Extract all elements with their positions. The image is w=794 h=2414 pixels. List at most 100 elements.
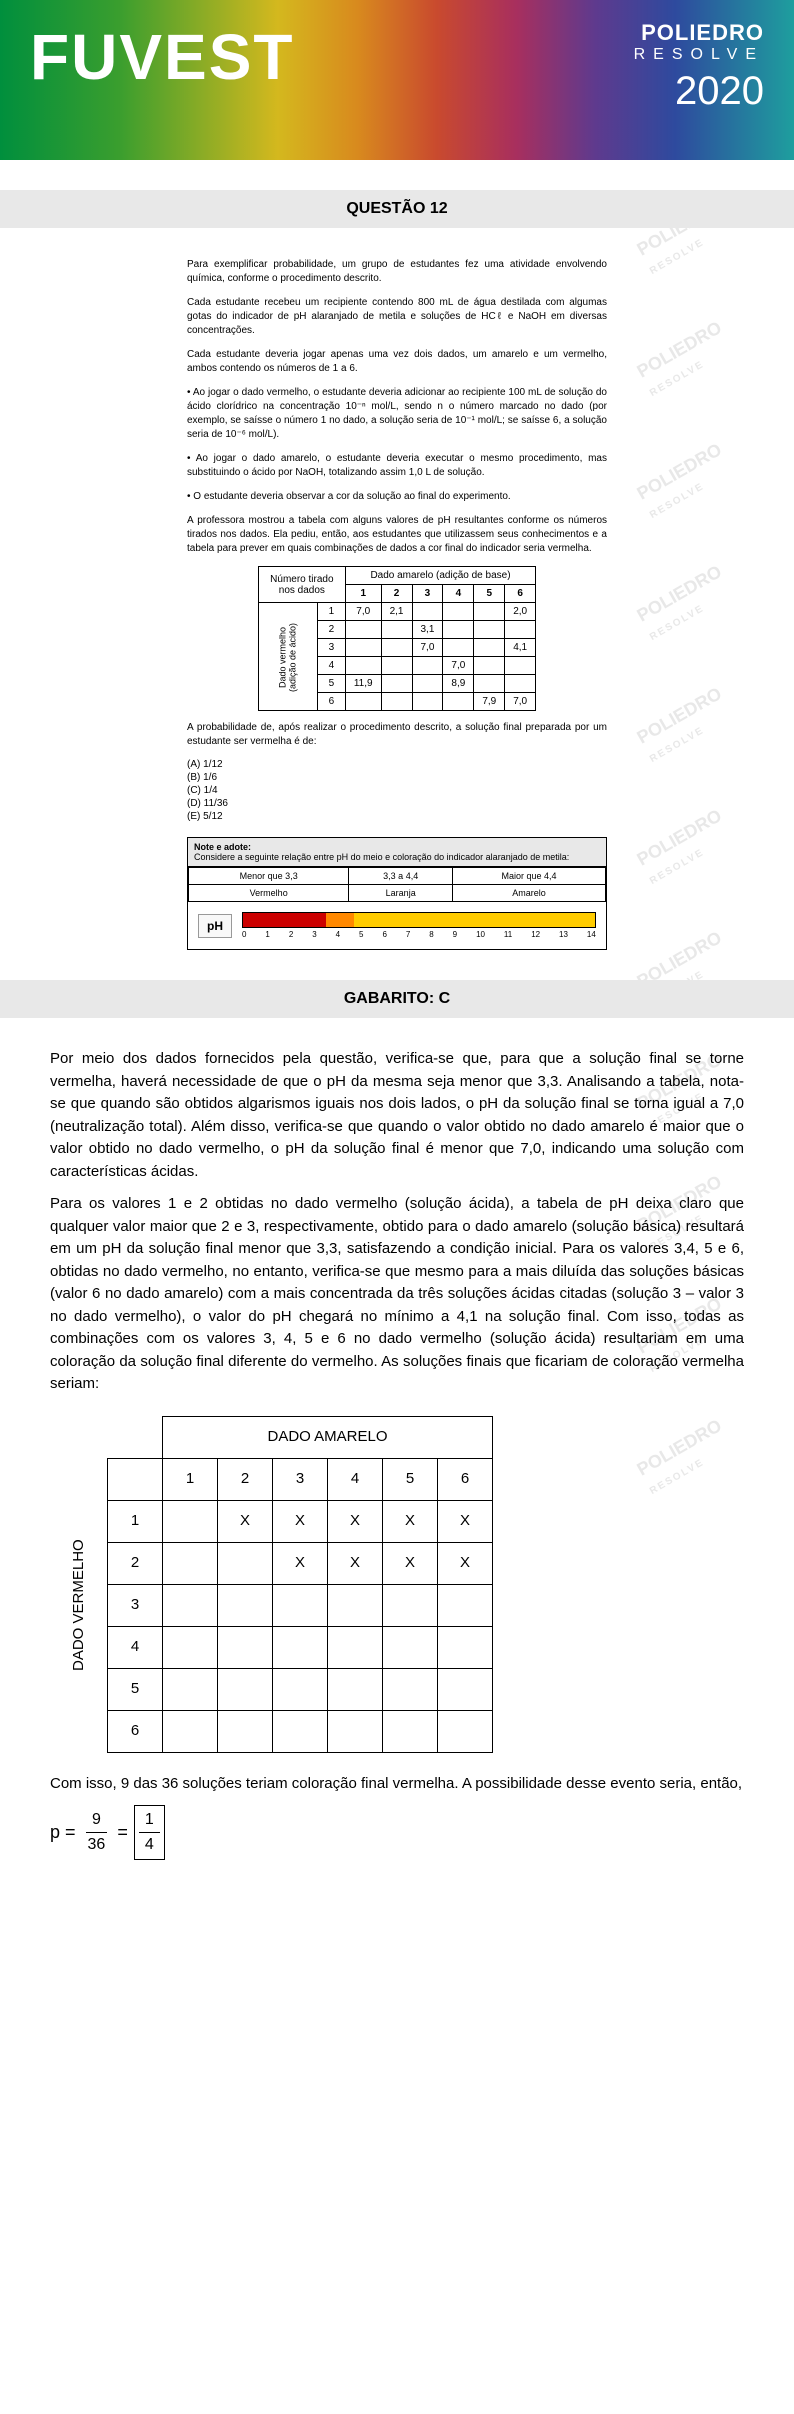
ans-cell [328, 1584, 383, 1626]
table-cell [474, 639, 505, 657]
table-cell [345, 657, 381, 675]
ans-cell [383, 1668, 438, 1710]
table-cell: 8,9 [443, 675, 474, 693]
table-cell [412, 693, 443, 711]
table-cell: 7,0 [443, 657, 474, 675]
equals: = [117, 1819, 128, 1846]
ans-cell [163, 1542, 218, 1584]
ans-cell [273, 1668, 328, 1710]
table-cell: 2,1 [381, 603, 412, 621]
table-row-group: Dado vermelho (adição de ácido) [258, 603, 317, 711]
fraction-2-boxed: 1 4 [134, 1805, 165, 1860]
table-cell [412, 657, 443, 675]
ans-cell [383, 1584, 438, 1626]
conclusion-text: Com isso, 9 das 36 soluções teriam color… [50, 1773, 744, 1796]
ans-cell [438, 1584, 493, 1626]
ans-row-label: 1 [108, 1500, 163, 1542]
table-cell: 11,9 [345, 675, 381, 693]
formula-lhs: p = [50, 1819, 76, 1846]
ans-cell [163, 1584, 218, 1626]
answer-table-side: DADO VERMELHO [50, 1458, 108, 1752]
table-cell [412, 603, 443, 621]
table-cell [381, 675, 412, 693]
exam-name: FUVEST [30, 20, 294, 94]
ans-cell [383, 1626, 438, 1668]
probability-formula: p = 9 36 = 1 4 [50, 1805, 744, 1860]
table-cell [443, 621, 474, 639]
note-col-header: Menor que 3,3 [189, 868, 349, 885]
col-header: 5 [474, 585, 505, 603]
ans-cell [328, 1710, 383, 1752]
question-paragraph: Cada estudante recebeu um recipiente con… [187, 296, 607, 338]
table-cell [505, 657, 536, 675]
note-color: Laranja [349, 885, 453, 902]
ans-cell [273, 1584, 328, 1626]
ans-cell: X [218, 1500, 273, 1542]
table-col-group: Dado amarelo (adição de base) [345, 567, 535, 585]
ans-cell: X [328, 1542, 383, 1584]
ans-col: 3 [273, 1458, 328, 1500]
table-cell: 3,1 [412, 621, 443, 639]
ans-cell [218, 1542, 273, 1584]
ph-label: pH [198, 914, 232, 938]
ans-cell: X [438, 1500, 493, 1542]
ans-col: 2 [218, 1458, 273, 1500]
ans-cell [163, 1500, 218, 1542]
answer-title: GABARITO: C [0, 980, 794, 1018]
ph-scale-bar: pH 01234567891011121314 [188, 902, 606, 949]
ans-cell [218, 1584, 273, 1626]
question-paragraph: • Ao jogar o dado vermelho, o estudante … [187, 386, 607, 442]
ph-data-table: Número tirado nos dados Dado amarelo (ad… [258, 566, 536, 711]
ans-cell [163, 1710, 218, 1752]
table-cell [381, 639, 412, 657]
table-cell [505, 675, 536, 693]
probability-text: A probabilidade de, após realizar o proc… [187, 721, 607, 749]
brand-sub: RESOLVE [634, 46, 764, 64]
table-corner: Número tirado nos dados [258, 567, 345, 603]
option-e: (E) 5/12 [187, 811, 607, 822]
note-box: Note e adote: Considere a seguinte relaç… [187, 837, 607, 950]
ph-color-strip [242, 912, 596, 928]
table-cell [474, 603, 505, 621]
col-header: 6 [505, 585, 536, 603]
ans-cell: X [328, 1500, 383, 1542]
ans-cell [163, 1668, 218, 1710]
table-cell [381, 693, 412, 711]
table-cell: 2,0 [505, 603, 536, 621]
question-paragraph: Para exemplificar probabilidade, um grup… [187, 258, 607, 286]
question-paragraph: • Ao jogar o dado amarelo, o estudante d… [187, 452, 607, 480]
ans-cell [328, 1668, 383, 1710]
table-cell [412, 675, 443, 693]
answer-combinations-table: DADO AMARELO DADO VERMELHO 1 2 3 4 5 6 1… [50, 1416, 493, 1753]
row-label: 3 [317, 639, 345, 657]
question-body: Para exemplificar probabilidade, um grup… [187, 258, 607, 950]
ans-cell [273, 1710, 328, 1752]
ans-col: 1 [163, 1458, 218, 1500]
ans-cell [273, 1626, 328, 1668]
answer-body: Por meio dos dados fornecidos pela quest… [0, 1048, 794, 1860]
ans-cell: X [273, 1542, 328, 1584]
table-cell [345, 693, 381, 711]
row-label: 1 [317, 603, 345, 621]
col-header: 4 [443, 585, 474, 603]
table-cell [443, 693, 474, 711]
ans-cell: X [273, 1500, 328, 1542]
page-header: FUVEST POLIEDRO RESOLVE 2020 [0, 0, 794, 160]
fraction-1: 9 36 [82, 1808, 112, 1857]
ans-row-label: 2 [108, 1542, 163, 1584]
ans-cell: X [383, 1500, 438, 1542]
ans-cell [438, 1626, 493, 1668]
row-label: 2 [317, 621, 345, 639]
answer-options: (A) 1/12 (B) 1/6 (C) 1/4 (D) 11/36 (E) 5… [187, 759, 607, 822]
numerator: 1 [139, 1808, 160, 1833]
table-cell [474, 675, 505, 693]
note-col-header: 3,3 a 4,4 [349, 868, 453, 885]
table-cell: 7,0 [412, 639, 443, 657]
ans-col: 4 [328, 1458, 383, 1500]
ans-cell [218, 1710, 273, 1752]
brand-block: POLIEDRO RESOLVE 2020 [634, 20, 764, 114]
answer-table-top: DADO AMARELO [163, 1416, 493, 1458]
ans-row-label: 5 [108, 1668, 163, 1710]
ans-col: 5 [383, 1458, 438, 1500]
ans-cell [438, 1668, 493, 1710]
